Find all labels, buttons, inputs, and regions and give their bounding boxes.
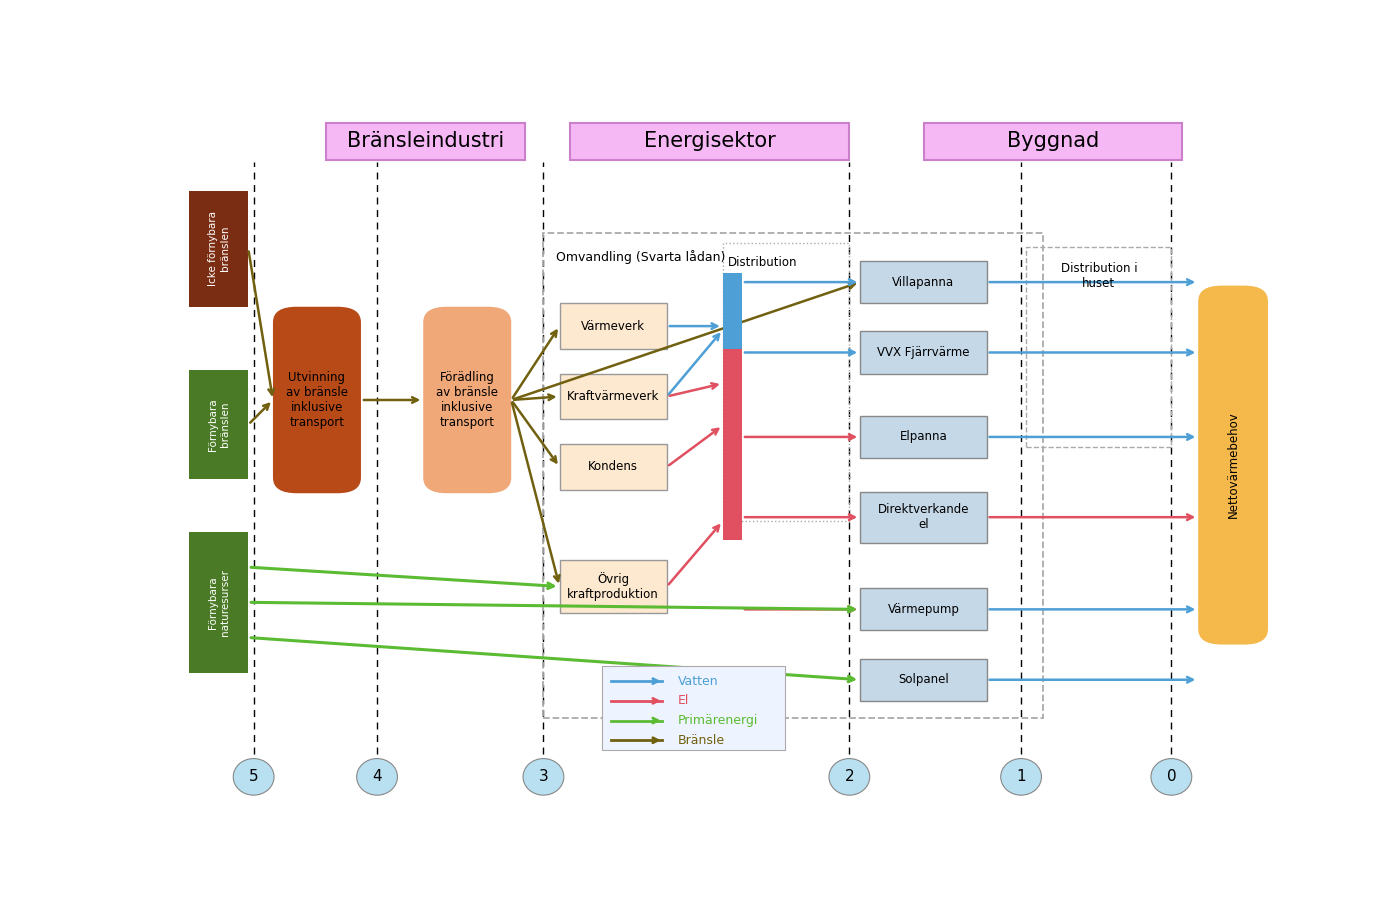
FancyBboxPatch shape <box>860 416 986 458</box>
FancyBboxPatch shape <box>190 191 248 307</box>
FancyBboxPatch shape <box>860 659 986 701</box>
Text: Värmeverk: Värmeverk <box>582 320 645 333</box>
Text: 0: 0 <box>1166 770 1176 784</box>
FancyBboxPatch shape <box>190 370 248 479</box>
FancyBboxPatch shape <box>860 492 986 543</box>
Text: VVX Fjärrvärme: VVX Fjärrvärme <box>877 346 970 359</box>
FancyBboxPatch shape <box>723 349 742 540</box>
Ellipse shape <box>1001 759 1042 795</box>
FancyBboxPatch shape <box>560 374 666 420</box>
Text: Vatten: Vatten <box>677 675 719 687</box>
Text: Byggnad: Byggnad <box>1007 132 1100 152</box>
Text: Bränsleindustri: Bränsleindustri <box>346 132 504 152</box>
FancyBboxPatch shape <box>602 665 785 750</box>
Text: Distribution i
huset: Distribution i huset <box>1061 262 1137 291</box>
Text: Icke förnybara
bränslen: Icke förnybara bränslen <box>208 211 230 286</box>
FancyBboxPatch shape <box>424 307 511 494</box>
FancyBboxPatch shape <box>190 532 248 673</box>
Ellipse shape <box>1151 759 1191 795</box>
Text: Distribution: Distribution <box>729 256 798 269</box>
FancyBboxPatch shape <box>860 261 986 303</box>
Text: 3: 3 <box>539 770 548 784</box>
Text: Förädling
av bränsle
inklusive
transport: Förädling av bränsle inklusive transport <box>436 371 499 429</box>
Text: Förnybara
bränslen: Förnybara bränslen <box>208 399 230 451</box>
Ellipse shape <box>524 759 564 795</box>
Text: Kondens: Kondens <box>589 461 638 473</box>
Text: Värmepump: Värmepump <box>888 603 960 616</box>
FancyBboxPatch shape <box>325 123 525 160</box>
Ellipse shape <box>830 759 870 795</box>
Text: Övrig
kraftproduktion: Övrig kraftproduktion <box>568 572 659 601</box>
Text: Omvandling (Svarta lådan): Omvandling (Svarta lådan) <box>557 250 726 264</box>
FancyBboxPatch shape <box>860 332 986 374</box>
Text: 4: 4 <box>373 770 382 784</box>
Text: Direktverkande
el: Direktverkande el <box>878 504 970 531</box>
Ellipse shape <box>233 759 274 795</box>
Text: El: El <box>677 695 688 707</box>
Text: 2: 2 <box>845 770 855 784</box>
Text: 1: 1 <box>1017 770 1026 784</box>
FancyBboxPatch shape <box>723 273 742 349</box>
Text: Utvinning
av bränsle
inklusive
transport: Utvinning av bränsle inklusive transport <box>285 371 348 429</box>
Text: Energisektor: Energisektor <box>644 132 776 152</box>
FancyBboxPatch shape <box>273 307 361 494</box>
Ellipse shape <box>357 759 397 795</box>
Text: Nettovärmebehov: Nettovärmebehov <box>1227 411 1240 518</box>
Text: Bränsle: Bränsle <box>677 734 724 747</box>
FancyBboxPatch shape <box>860 589 986 631</box>
Text: 5: 5 <box>249 770 259 784</box>
Text: Primärenergi: Primärenergi <box>677 714 758 727</box>
FancyBboxPatch shape <box>925 123 1181 160</box>
FancyBboxPatch shape <box>560 303 666 349</box>
FancyBboxPatch shape <box>571 123 849 160</box>
FancyBboxPatch shape <box>560 444 666 490</box>
FancyBboxPatch shape <box>560 560 666 613</box>
Text: Villapanna: Villapanna <box>892 276 954 289</box>
FancyBboxPatch shape <box>1198 285 1269 644</box>
Text: Kraftvärmeverk: Kraftvärmeverk <box>566 390 659 403</box>
Text: Elpanna: Elpanna <box>899 430 947 443</box>
Text: Förnybara
naturesurser: Förnybara naturesurser <box>208 569 230 636</box>
Text: Solpanel: Solpanel <box>897 674 949 686</box>
